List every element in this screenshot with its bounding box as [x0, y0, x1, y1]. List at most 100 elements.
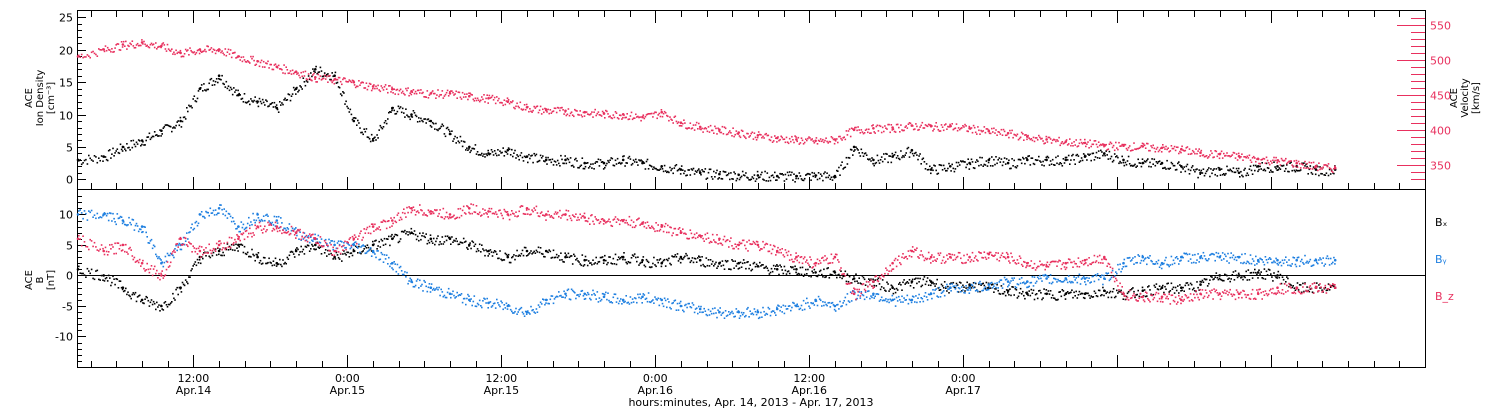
- by-scatter-dot: [1010, 280, 1012, 282]
- density-scatter-dot: [1226, 165, 1228, 168]
- by-scatter-dot: [703, 307, 705, 310]
- velocity-scatter-dot: [562, 109, 564, 111]
- by-scatter-dot: [784, 305, 787, 307]
- bx-scatter-dot: [283, 263, 285, 265]
- by-scatter-dot: [561, 296, 563, 298]
- bx-scatter-dot: [819, 269, 822, 272]
- by-scatter-dot: [998, 281, 1001, 283]
- velocity-scatter-dot: [1184, 149, 1187, 152]
- by-scatter-dot: [932, 289, 934, 291]
- bx-scatter-dot: [439, 241, 441, 243]
- velocity-data-point: [1006, 131, 1010, 135]
- density-scatter-dot: [1175, 168, 1178, 171]
- density-scatter-dot: [1304, 165, 1306, 167]
- by-scatter-dot: [628, 303, 631, 305]
- velocity-scatter-dot: [1318, 162, 1320, 164]
- density-scatter-dot: [1075, 154, 1077, 157]
- density-scatter-dot: [772, 176, 775, 179]
- by-scatter-dot: [949, 283, 951, 286]
- velocity-scatter-dot: [642, 114, 645, 116]
- density-scatter-dot: [121, 150, 124, 152]
- by-scatter-dot: [973, 281, 976, 284]
- velocity-scatter-dot: [502, 104, 504, 107]
- density-scatter-dot: [1100, 149, 1102, 152]
- by-scatter-dot: [377, 250, 379, 252]
- density-scatter-dot: [406, 114, 408, 116]
- velocity-scatter-dot: [856, 129, 858, 132]
- bx-scatter-dot: [909, 285, 912, 287]
- bx-scatter-dot: [100, 274, 103, 277]
- velocity-scatter-dot: [315, 81, 317, 83]
- density-scatter-dot: [1026, 157, 1028, 160]
- velocity-scatter-dot: [1154, 150, 1157, 153]
- velocity-scatter-dot: [382, 89, 385, 91]
- density-scatter-dot: [1035, 159, 1038, 162]
- density-scatter-dot: [745, 172, 747, 174]
- velocity-scatter-dot: [724, 127, 727, 130]
- density-scatter-dot: [407, 115, 409, 118]
- density-scatter-dot: [188, 104, 190, 107]
- bx-scatter-dot: [568, 256, 571, 259]
- velocity-scatter-dot: [318, 77, 321, 80]
- bx-scatter-dot: [89, 272, 91, 275]
- velocity-scatter-dot: [1089, 139, 1091, 142]
- velocity-scatter-dot: [536, 105, 539, 107]
- by-scatter-dot: [1169, 264, 1172, 266]
- bx-scatter-dot: [982, 282, 984, 285]
- by-scatter-dot: [596, 291, 599, 293]
- bx-scatter-dot: [203, 252, 205, 254]
- density-scatter-dot: [343, 92, 345, 94]
- density-scatter-dot: [1198, 169, 1200, 171]
- by-scatter-dot: [359, 251, 361, 254]
- density-scatter-dot: [96, 161, 99, 164]
- by-scatter-dot: [1137, 254, 1139, 256]
- velocity-scatter-dot: [876, 124, 879, 127]
- by-scatter-dot: [288, 223, 291, 225]
- by-scatter-dot: [452, 290, 454, 293]
- by-scatter-dot: [1008, 284, 1010, 286]
- velocity-scatter-dot: [1213, 156, 1215, 158]
- by-scatter-dot: [466, 297, 468, 300]
- by-scatter-dot: [130, 223, 132, 226]
- bx-scatter-dot: [264, 257, 266, 259]
- density-scatter-dot: [509, 154, 512, 156]
- bx-scatter-dot: [249, 255, 251, 258]
- velocity-scatter-dot: [125, 40, 127, 43]
- by-scatter-dot: [367, 250, 370, 252]
- density-scatter-dot: [523, 155, 526, 158]
- density-scatter-dot: [290, 95, 293, 97]
- bx-scatter-dot: [880, 286, 883, 288]
- bx-scatter-dot: [787, 270, 790, 272]
- velocity-scatter-dot: [970, 127, 973, 129]
- bx-scatter-dot: [1279, 273, 1282, 276]
- density-data-point: [814, 174, 817, 177]
- velocity-scatter-dot: [900, 124, 902, 126]
- velocity-scatter-dot: [306, 78, 309, 81]
- density-scatter-dot: [1233, 171, 1236, 174]
- velocity-scatter-dot: [332, 79, 334, 82]
- density-scatter-dot: [824, 171, 826, 173]
- bx-scatter-dot: [1050, 297, 1053, 299]
- bx-scatter-dot: [178, 286, 181, 289]
- bx-scatter-dot: [164, 301, 167, 303]
- density-scatter-dot: [161, 133, 163, 135]
- bx-scatter-dot: [1121, 293, 1123, 295]
- density-scatter-dot: [999, 161, 1002, 163]
- bx-scatter-dot: [1266, 274, 1269, 276]
- density-scatter-dot: [1317, 165, 1319, 168]
- by-scatter-dot: [88, 210, 90, 212]
- density-scatter-dot: [388, 111, 390, 114]
- by-scatter-dot: [1038, 277, 1040, 280]
- density-scatter-dot: [315, 65, 317, 68]
- by-scatter-dot: [499, 305, 501, 308]
- density-scatter-dot: [888, 155, 890, 157]
- density-scatter-dot: [474, 144, 477, 146]
- bx-scatter-dot: [357, 252, 359, 254]
- density-scatter-dot: [881, 160, 884, 163]
- bx-scatter-dot: [964, 290, 966, 292]
- bx-scatter-dot: [490, 251, 493, 253]
- by-scatter-dot: [832, 304, 835, 306]
- density-scatter-dot: [677, 169, 680, 171]
- bx-scatter-dot: [714, 263, 716, 265]
